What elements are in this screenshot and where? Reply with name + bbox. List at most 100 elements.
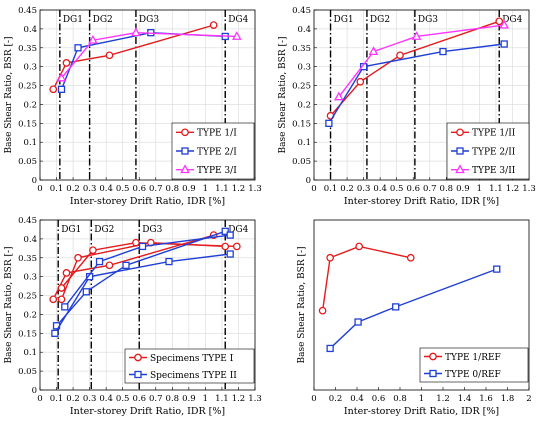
legend: TYPE 1/I TYPE 2/I TYPE 3/I [171, 122, 255, 180]
damage-grade-label: DG4 [228, 225, 248, 235]
data-point [62, 59, 71, 67]
y-tick-label: 0.45 [18, 216, 37, 226]
x-tick-label: 1.2 [506, 184, 520, 194]
data-point [226, 250, 234, 258]
damage-grade-label: DG3 [418, 15, 438, 25]
x-tick-label: 0.4 [99, 184, 113, 194]
x-axis-label: Inter-storey Drift Ratio, IDR [%] [344, 406, 499, 417]
data-point [122, 261, 130, 269]
y-tick-label: 0.1 [23, 138, 37, 148]
legend-label: Specimens TYPE I [150, 354, 234, 364]
data-point [49, 85, 58, 94]
damage-grade-label: DG1 [334, 15, 354, 25]
y-tick-label: 0.45 [18, 6, 37, 16]
x-tick-label: 0 [311, 394, 316, 404]
x-tick-label: 1 [419, 394, 424, 404]
x-tick-label: 0.9 [182, 184, 196, 194]
x-tick-label: 1.6 [479, 394, 493, 404]
legend-item: TYPE 2/II [451, 147, 516, 157]
x-tick-label: 0.8 [393, 394, 407, 404]
x-tick-label: 0.9 [456, 184, 470, 194]
x-tick-label: 1.2 [436, 394, 450, 404]
x-tick-label: 1.1 [489, 184, 503, 194]
data-point [89, 246, 97, 255]
legend-marker [181, 147, 189, 155]
x-tick-label: 0.6 [406, 184, 420, 194]
series-line [321, 245, 411, 311]
y-tick-label: 0.3 [23, 63, 37, 73]
data-point [232, 242, 241, 251]
x-tick-label: 0.5 [116, 184, 130, 194]
y-tick-label: 0.1 [23, 348, 37, 358]
x-tick-label: 1.4 [458, 394, 472, 404]
data-point [325, 119, 333, 127]
legend: TYPE 1/II TYPE 2/II TYPE 3/II [446, 122, 530, 180]
data-point [396, 51, 404, 60]
x-tick-label: 0.8 [440, 184, 454, 194]
x-tick-label: 0.6 [372, 394, 386, 404]
series-line [338, 24, 505, 98]
data-point [95, 257, 104, 266]
x-axis-label: Inter-storey Drift Ratio, IDR [%] [344, 196, 499, 207]
series-line [60, 31, 226, 90]
x-tick-label: 0.8 [166, 394, 180, 404]
data-point [74, 253, 82, 262]
legend-label: TYPE 3/I [197, 166, 237, 176]
y-tick-label: 0.15 [292, 119, 311, 129]
series-line [54, 253, 231, 334]
legend-marker [456, 147, 464, 155]
x-tick-label: 0.7 [149, 394, 163, 404]
x-tick-label: 1 [203, 394, 208, 404]
data-point [57, 295, 66, 304]
x-tick-label: 0.1 [50, 184, 64, 194]
legend-item: TYPE 2/I [176, 147, 237, 157]
legend-item: TYPE 1/I [176, 128, 237, 139]
y-tick-label: 0.2 [23, 100, 37, 110]
data-point [74, 44, 82, 52]
data-point [57, 85, 66, 93]
data-point [49, 295, 58, 304]
y-tick-label: 0.15 [18, 329, 37, 339]
series-1 [326, 17, 504, 120]
y-tick-label: 0 [306, 176, 311, 186]
series-line [328, 43, 505, 124]
x-tick-label: 0.2 [66, 394, 80, 404]
x-tick-label: 0.2 [66, 184, 80, 194]
y-tick-label: 0.1 [297, 138, 311, 148]
x-tick-label: 2 [526, 394, 531, 404]
series-3 [334, 19, 509, 101]
series-line [64, 234, 231, 308]
data-point [354, 318, 362, 326]
x-tick-label: 0.4 [99, 394, 113, 404]
legend-item: TYPE 1/REF [424, 352, 501, 363]
legend-item: TYPE 1/II [451, 128, 516, 139]
data-point [138, 242, 147, 251]
legend-marker [429, 352, 437, 361]
y-tick-label: 0.2 [23, 310, 37, 320]
data-point [495, 17, 504, 26]
x-tick-label: 0 [311, 184, 316, 194]
x-tick-label: 1.1 [215, 394, 229, 404]
data-point [51, 329, 59, 337]
series-line [56, 230, 226, 327]
damage-grade-label: DG2 [370, 15, 390, 25]
plot-frame [313, 9, 530, 181]
data-point [368, 46, 379, 56]
x-tick-label: 0.4 [373, 184, 387, 194]
legend-item: Specimens TYPE I [129, 353, 234, 364]
legend-label: TYPE 1/II [472, 129, 516, 139]
series-2 [57, 29, 229, 93]
y-axis-label: Base Shear Ratio, BSR [-] [278, 36, 288, 153]
legend-marker [134, 353, 142, 362]
x-tick-label: 0.1 [324, 184, 338, 194]
y-tick-label: 0 [32, 176, 37, 186]
legend-label: TYPE 2/I [197, 147, 237, 157]
data-point [221, 242, 230, 251]
series-1 [318, 242, 415, 315]
plot-frame [39, 9, 256, 181]
x-tick-label: 1 [477, 184, 482, 194]
series-line [330, 20, 500, 117]
y-tick-label: 0.4 [297, 25, 311, 35]
x-tick-label: 0.3 [357, 184, 371, 194]
